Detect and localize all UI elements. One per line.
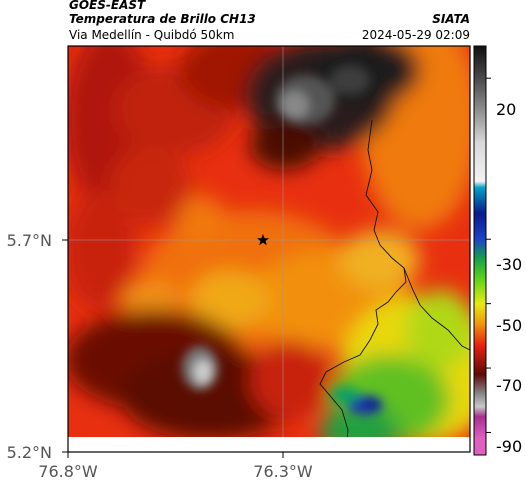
colorbar-tick-minus50: -50 <box>496 316 523 335</box>
border-line <box>319 119 407 452</box>
colorbar-tick-minus70: -70 <box>496 376 523 395</box>
route-subtitle: Via Medellín - Quibdó 50km <box>69 28 235 42</box>
brightness-temperature-field <box>68 46 470 452</box>
lon-tick-2: 76.3°W <box>253 462 313 481</box>
border-line-2 <box>403 267 470 351</box>
lat-tick-2: 5.2°N <box>6 443 52 462</box>
colorbar-tick-20: 20 <box>496 100 517 119</box>
organization-label: SIATA <box>432 12 470 26</box>
colorbar-tick-minus90: -90 <box>496 437 523 456</box>
satellite-title: GOES-EAST <box>69 0 146 12</box>
colorbar <box>473 45 491 456</box>
colorbar-gradient <box>473 45 487 456</box>
product-title: Temperatura de Brillo CH13 <box>69 12 256 26</box>
timestamp-label: 2024-05-29 02:09 <box>361 28 470 42</box>
lat-tick-1: 5.7°N <box>6 231 52 250</box>
lon-tick-1: 76.8°W <box>38 462 98 481</box>
station-star-marker <box>257 234 269 246</box>
colorbar-tick-minus30: -30 <box>496 255 523 274</box>
